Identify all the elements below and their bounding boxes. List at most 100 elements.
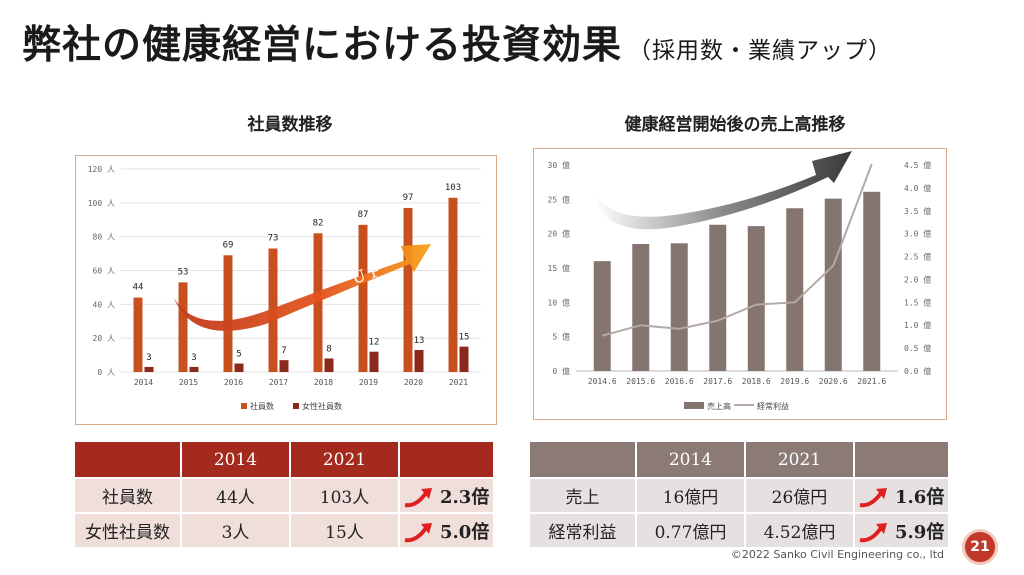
x-tick-label: 2018 bbox=[314, 378, 333, 387]
x-tick-label: 2018.6 bbox=[742, 377, 771, 386]
up-arrow-decoration bbox=[594, 151, 852, 230]
value-2021: 15人 bbox=[290, 512, 400, 547]
x-tick-label: 2020.6 bbox=[819, 377, 848, 386]
y2-tick-label: 0.5 億 bbox=[904, 343, 931, 353]
ratio-text: 1.6倍 bbox=[895, 486, 945, 508]
legend-swatch bbox=[241, 403, 247, 409]
sales-table: 2014 2021 売上 16億円 26億円 1.6倍 経常利益 0.77億円 … bbox=[530, 442, 950, 547]
data-label: 8 bbox=[326, 344, 331, 354]
table-header-cell: 2021 bbox=[290, 442, 400, 478]
value-2021: 4.52億円 bbox=[745, 512, 855, 547]
y2-tick-label: 0.0 億 bbox=[904, 366, 931, 376]
bar-female-employees bbox=[459, 346, 469, 372]
y-tick-label: 15 億 bbox=[548, 263, 570, 273]
bar-employees bbox=[403, 207, 413, 372]
line-ordinary-profit bbox=[601, 163, 873, 337]
bar-female-employees bbox=[324, 358, 334, 372]
bar-sales bbox=[632, 243, 650, 371]
bar-female-employees bbox=[189, 366, 199, 372]
bar-employees bbox=[178, 282, 188, 372]
bar-female-employees bbox=[234, 363, 244, 372]
data-label: 103 bbox=[445, 183, 461, 193]
growth-ratio: 5.0倍 bbox=[399, 512, 495, 547]
table-row: 経常利益 0.77億円 4.52億円 5.9倍 bbox=[530, 512, 950, 547]
bar-female-employees bbox=[144, 366, 154, 372]
row-label: 売上 bbox=[530, 477, 637, 513]
data-label: 3 bbox=[191, 353, 196, 363]
data-label: 15 bbox=[459, 333, 470, 343]
growth-ratio: 1.6倍 bbox=[854, 477, 950, 513]
bar-sales bbox=[824, 198, 842, 371]
x-tick-label: 2016 bbox=[224, 378, 243, 387]
y-tick-label: 30 億 bbox=[548, 160, 570, 170]
bar-female-employees bbox=[279, 360, 289, 372]
growth-ratio: 5.9倍 bbox=[854, 512, 950, 547]
page-number-badge: 21 bbox=[962, 529, 998, 565]
page-title: 弊社の健康経営における投資効果 （採用数・業績アップ） bbox=[22, 14, 892, 70]
bar-female-employees bbox=[369, 351, 379, 372]
table-header-row: 2014 2021 bbox=[530, 442, 950, 478]
table-header-cell bbox=[75, 442, 182, 478]
bar-sales bbox=[786, 208, 804, 371]
value-2021: 103人 bbox=[290, 477, 400, 513]
data-label: 44 bbox=[133, 283, 144, 293]
data-label: 3 bbox=[146, 353, 151, 363]
table-header-cell bbox=[399, 442, 495, 478]
x-tick-label: 2016.6 bbox=[665, 377, 694, 386]
bar-employees bbox=[133, 297, 143, 372]
x-tick-label: 2021 bbox=[449, 378, 468, 387]
data-label: 5 bbox=[236, 350, 241, 360]
employee-table: 2014 2021 社員数 44人 103人 2.3倍 女性社員数 3人 15人… bbox=[75, 442, 495, 547]
legend-swatch bbox=[293, 403, 299, 409]
value-2014: 3人 bbox=[181, 512, 291, 547]
row-label: 社員数 bbox=[75, 477, 182, 513]
data-label: 53 bbox=[178, 267, 189, 277]
up-arrow-decoration bbox=[174, 244, 431, 331]
table-header-cell: 2021 bbox=[745, 442, 855, 478]
x-tick-label: 2021.6 bbox=[857, 377, 886, 386]
table-header-cell: 2014 bbox=[636, 442, 746, 478]
x-tick-label: 2015.6 bbox=[626, 377, 655, 386]
y-tick-label: 25 億 bbox=[548, 194, 570, 204]
y-tick-label: 20 億 bbox=[548, 229, 570, 239]
up-arrow-icon bbox=[404, 487, 432, 507]
y-tick-label: 100 人 bbox=[88, 199, 115, 208]
ratio-text: 5.9倍 bbox=[895, 521, 945, 543]
value-2014: 0.77億円 bbox=[636, 512, 746, 547]
y-tick-label: 120 人 bbox=[88, 165, 115, 174]
y2-tick-label: 3.5 億 bbox=[904, 206, 931, 216]
legend-swatch bbox=[684, 402, 704, 409]
x-tick-label: 2020 bbox=[404, 378, 423, 387]
y-tick-label: 60 人 bbox=[93, 267, 115, 276]
data-label: 73 bbox=[268, 234, 279, 244]
bar-female-employees bbox=[414, 350, 424, 372]
legend-label: 女性社員数 bbox=[302, 401, 342, 411]
up-annotation: U P bbox=[349, 261, 383, 288]
table-row: 女性社員数 3人 15人 5.0倍 bbox=[75, 512, 495, 547]
employee-chart-svg: 0 人 20 人 40 人 60 人 80 人 100 人 120 人 44 3 2014 53 3 2… bbox=[88, 165, 481, 411]
row-label: 女性社員数 bbox=[75, 512, 182, 547]
bar-sales bbox=[670, 243, 688, 371]
bar-employees bbox=[223, 255, 233, 372]
data-label: 97 bbox=[403, 193, 414, 203]
value-2014: 44人 bbox=[181, 477, 291, 513]
bar-sales bbox=[593, 261, 611, 371]
sales-chart: 0 億 5 億 10 億 15 億 20 億 25 億 30 億 0.0 億 0.5 億 1.0 … bbox=[533, 148, 947, 420]
table-row: 社員数 44人 103人 2.3倍 bbox=[75, 477, 495, 513]
bar-sales bbox=[863, 191, 881, 371]
y2-tick-label: 1.5 億 bbox=[904, 297, 931, 307]
data-label: 69 bbox=[223, 240, 234, 250]
bar-sales bbox=[747, 226, 765, 371]
y2-tick-label: 2.5 億 bbox=[904, 252, 931, 262]
legend-label: 売上高 bbox=[707, 401, 731, 411]
page-title-main: 弊社の健康経営における投資効果 bbox=[22, 23, 623, 68]
table-header-cell bbox=[854, 442, 950, 478]
up-arrow-icon bbox=[859, 487, 887, 507]
data-label: 82 bbox=[313, 218, 324, 228]
x-tick-label: 2014.6 bbox=[588, 377, 617, 386]
x-tick-label: 2014 bbox=[134, 378, 153, 387]
data-label: 13 bbox=[414, 336, 425, 346]
bar-employees bbox=[313, 233, 323, 372]
y-tick-label: 10 億 bbox=[548, 297, 570, 307]
value-2021: 26億円 bbox=[745, 477, 855, 513]
